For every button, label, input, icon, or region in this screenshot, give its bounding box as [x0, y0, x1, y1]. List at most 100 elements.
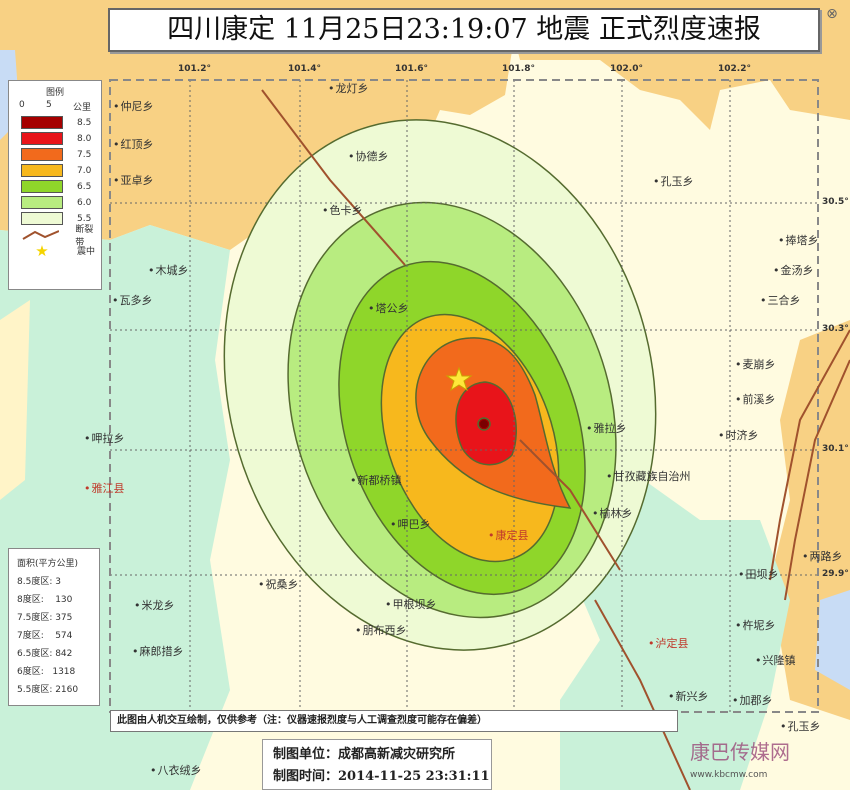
legend-item: 7.0 [21, 164, 101, 177]
place-label: 两路乡 [802, 548, 843, 564]
scale-unit: 公里 [72, 103, 91, 113]
close-icon[interactable]: ⊗ [826, 6, 838, 22]
place-label: 捧塔乡 [778, 232, 819, 248]
legend-item: 6.5 [21, 180, 101, 193]
latitude-label: 30.1° [822, 444, 849, 454]
place-label: 呷巴乡 [390, 516, 431, 532]
fault-line [519, 439, 621, 571]
latitude-label: 30.5° [822, 197, 849, 207]
place-label: 兴隆镇 [755, 652, 796, 668]
legend-label: 7.0 [77, 165, 92, 176]
legend-label: 6.0 [77, 197, 92, 208]
legend-label: 6.5 [77, 181, 92, 192]
fault-line [594, 599, 691, 790]
scale-bar: 0 5 公里 [9, 100, 101, 113]
credit-box: 制图单位：成都高新减灾研究所 制图时间：2014-11-25 23:31:11 [262, 739, 492, 790]
place-label: 协德乡 [348, 148, 389, 164]
place-label: 祝桑乡 [258, 576, 299, 592]
place-label: 甘孜藏族自治州 [606, 468, 691, 484]
place-label: 呷拉乡 [84, 430, 125, 446]
legend-swatch [21, 180, 63, 193]
disclaimer-note: 此图由人机交互绘制，仅供参考（注：仪器速报烈度与人工调查烈度可能存在偏差） [110, 710, 678, 732]
lat-lon-grid [110, 80, 818, 712]
longitude-label: 101.4° [288, 64, 321, 74]
legend-swatch [21, 212, 63, 225]
place-label: 三合乡 [760, 292, 801, 308]
place-label: 甲根坝乡 [385, 596, 437, 612]
legend-label: 5.5 [77, 213, 92, 224]
place-label: 塔公乡 [368, 300, 409, 316]
place-label: 龙灯乡 [328, 80, 369, 96]
legend-swatch [21, 148, 63, 161]
longitude-label: 101.2° [178, 64, 211, 74]
area-table-title: 面积(平方公里) [17, 559, 79, 569]
longitude-label: 102.0° [610, 64, 643, 74]
legend-item: 8.5 [21, 116, 101, 129]
place-label: 亚卓乡 [113, 172, 154, 188]
area-row: 6度区: 1318 [17, 667, 76, 677]
area-row: 8度区: 130 [17, 595, 73, 605]
place-label: 前溪乡 [735, 391, 776, 407]
place-label: 色卡乡 [322, 202, 363, 218]
scale-5: 5 [45, 100, 52, 110]
legend-label: 8.0 [77, 133, 92, 144]
place-label: 朋布西乡 [355, 622, 407, 638]
credit-time: 制图时间：2014-11-25 23:31:11 [273, 769, 490, 784]
credit-unit: 制图单位：成都高新减灾研究所 [273, 747, 456, 762]
place-label: 田坝乡 [738, 566, 779, 582]
legend-swatch [21, 196, 63, 209]
area-row: 7.5度区: 375 [17, 613, 73, 623]
legend-item: 6.0 [21, 196, 101, 209]
scale-0: 0 [19, 100, 25, 110]
longitude-label: 101.6° [395, 64, 428, 74]
area-row: 8.5度区: 3 [17, 577, 61, 587]
fault-line [784, 359, 850, 601]
place-label: 麻郎措乡 [132, 643, 184, 659]
place-label: 加郡乡 [732, 692, 773, 708]
place-label: 雅江县 [84, 480, 125, 496]
place-label: 木城乡 [148, 262, 189, 278]
place-label: 榆林乡 [592, 505, 633, 521]
fault-lines [261, 89, 850, 790]
legend-swatch [21, 132, 63, 145]
map-title: 四川康定 11月25日23:19:07 地震 正式烈度速报 [108, 8, 820, 52]
legend-item: 7.5 [21, 148, 101, 161]
place-label: 新都桥镇 [350, 472, 402, 488]
legend-swatch [21, 116, 63, 129]
place-label: 时济乡 [718, 427, 759, 443]
fault-line [769, 329, 850, 581]
latitude-label: 30.3° [822, 324, 849, 334]
place-label: 康定县 [488, 527, 529, 543]
intensity-center-marker [480, 420, 488, 428]
area-row: 6.5度区: 842 [17, 649, 73, 659]
legend-label: 8.5 [77, 117, 92, 128]
latitude-label: 29.9° [822, 569, 849, 579]
place-label: 瓦多乡 [112, 292, 153, 308]
legend-swatch [21, 164, 63, 177]
area-row: 5.5度区: 2160 [17, 685, 79, 695]
watermark-logo: 康巴传媒网 [690, 740, 790, 764]
legend-item: 8.0 [21, 132, 101, 145]
place-label: 八衣绒乡 [150, 762, 202, 778]
fault-line [261, 89, 406, 266]
epicenter-star-icon [445, 366, 473, 392]
legend-title: 图例 [45, 88, 64, 98]
star-icon: ★ [35, 241, 49, 260]
area-table: 面积(平方公里) 8.5度区: 3 8度区: 130 7.5度区: 375 7度区: … [8, 548, 100, 706]
place-label: 杵坭乡 [735, 617, 776, 633]
place-label: 雅拉乡 [586, 420, 627, 436]
place-label: 孔玉乡 [780, 718, 821, 734]
place-label: 金汤乡 [773, 262, 814, 278]
place-label: 麦崩乡 [735, 356, 776, 372]
longitude-label: 102.2° [718, 64, 751, 74]
place-label: 孔玉乡 [653, 173, 694, 189]
place-label: 仲尼乡 [113, 98, 154, 114]
fault-line-icon [22, 229, 60, 240]
place-label: 新兴乡 [668, 688, 709, 704]
area-row: 7度区: 574 [17, 631, 73, 641]
legend-label: 7.5 [77, 149, 92, 160]
legend: 图例 0 5 公里 8.5 8.0 7.5 7.0 6.5 6.0 5.5 断裂带 ★ 震中 [8, 80, 102, 290]
place-label: 米龙乡 [134, 597, 175, 613]
legend-fault: 断裂带 [21, 225, 101, 248]
place-label: 泸定县 [648, 635, 689, 651]
